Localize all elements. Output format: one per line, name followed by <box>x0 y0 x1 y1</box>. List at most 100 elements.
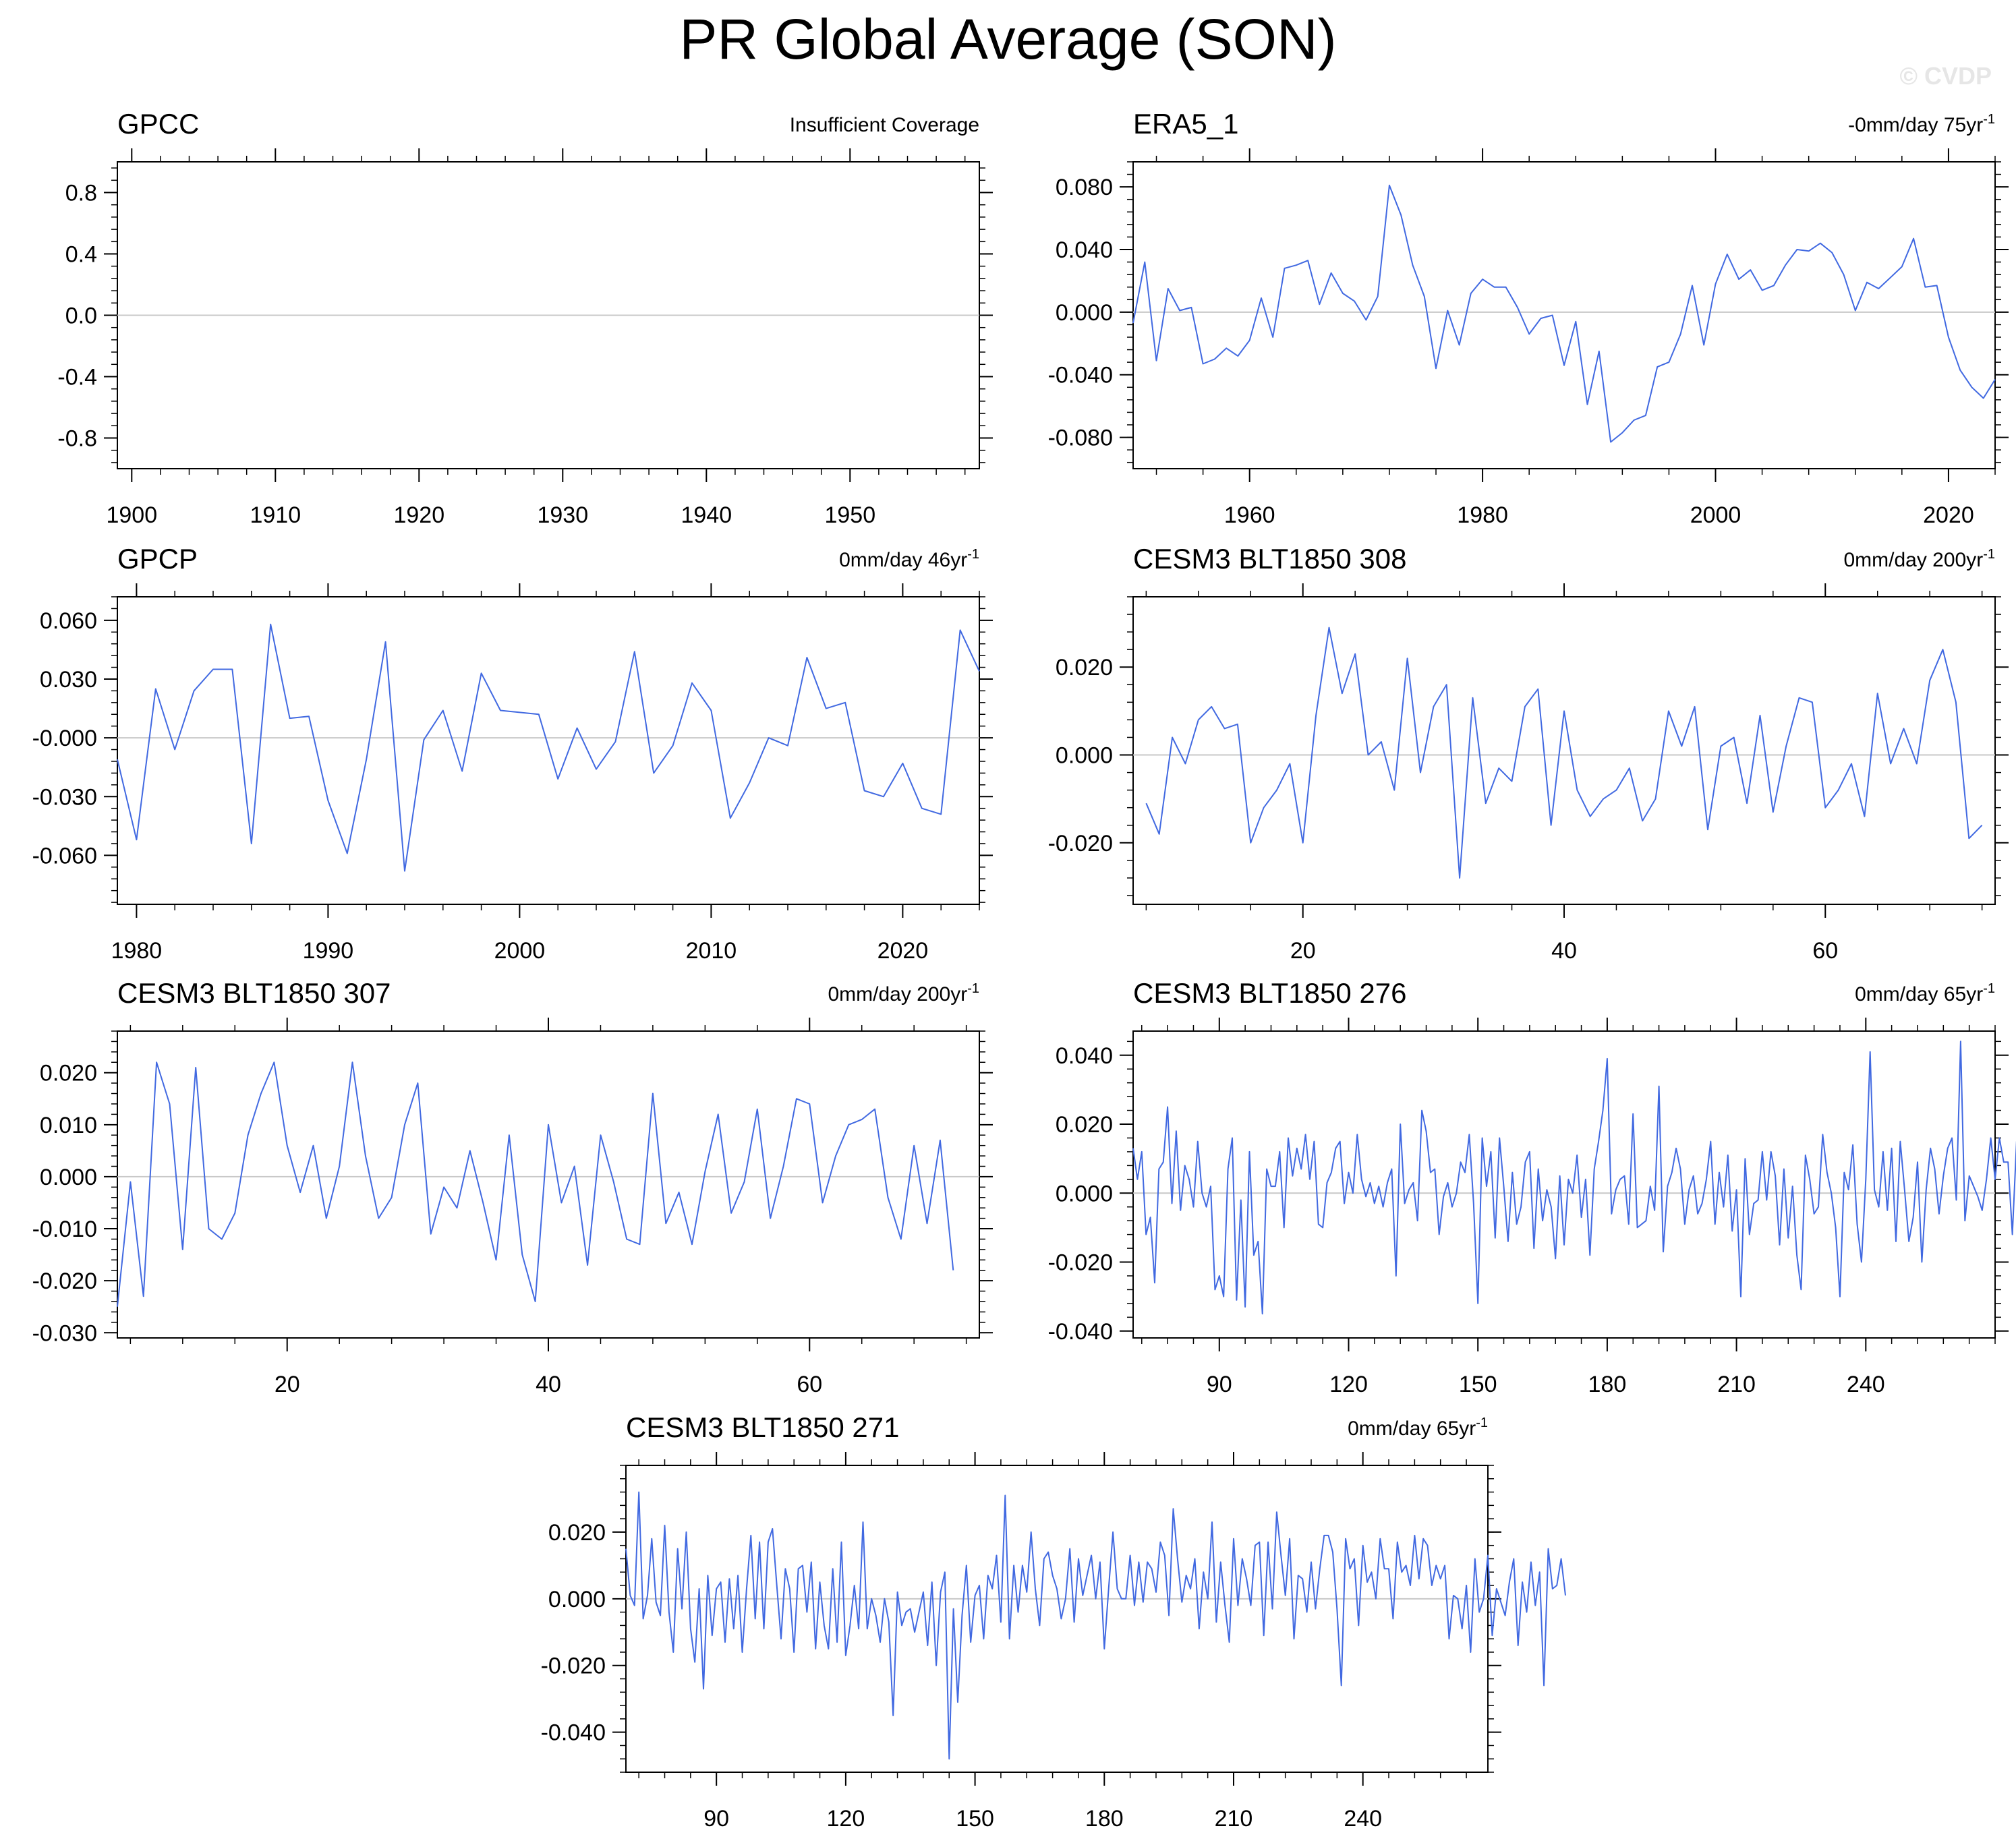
series-line <box>1132 1041 2016 1315</box>
x-tick-label: 2010 <box>686 938 737 964</box>
y-tick-label: 0.000 <box>548 1587 606 1612</box>
panel-title: GPCC <box>117 108 199 140</box>
y-tick-label: 0.000 <box>1056 743 1113 769</box>
x-tick-label: 60 <box>797 1372 822 1397</box>
y-tick-label: 0.8 <box>65 181 97 206</box>
panel-subtitle: 0mm/day 200yr-1 <box>828 981 979 1005</box>
y-tick-label: -0.010 <box>32 1217 97 1242</box>
x-tick-label: 1940 <box>681 502 732 528</box>
y-tick-label: 0.040 <box>1056 1043 1113 1069</box>
x-tick-label: 20 <box>275 1372 300 1397</box>
x-tick-label: 1920 <box>393 502 444 528</box>
y-tick-label: 0.0 <box>65 303 97 329</box>
x-tick-label: 40 <box>536 1372 561 1397</box>
y-tick-label: 0.080 <box>1056 175 1113 200</box>
panel-gpcp: 0.060 0.030 -0.000 -0.030 -0.060 1980 1990 2000… <box>32 543 993 964</box>
x-tick-label: 1980 <box>111 938 163 964</box>
plot-frame <box>117 596 980 905</box>
panel-cesm3-blt1850-271: 0.020 0.000 -0.020 -0.040 90 120 150 180 210 240 C… <box>541 1411 1566 1832</box>
watermark: © CVDP <box>1899 62 1992 90</box>
x-tick-label: 2000 <box>1690 502 1741 528</box>
y-tick-label: -0.030 <box>32 784 97 810</box>
x-tick-label: 150 <box>956 1806 994 1832</box>
y-tick-label: 0.020 <box>548 1520 606 1546</box>
panel-title: CESM3 BLT1850 271 <box>626 1411 899 1443</box>
x-tick-label: 40 <box>1551 938 1577 964</box>
y-tick-label: 0.4 <box>65 242 97 268</box>
series-line <box>117 1061 954 1307</box>
x-tick-label: 1950 <box>824 502 875 528</box>
x-tick-label: 240 <box>1344 1806 1382 1832</box>
y-tick-label: -0.040 <box>1048 363 1113 388</box>
panel-subtitle: -0mm/day 75yr-1 <box>1848 112 1995 136</box>
plot-frame <box>1132 1030 1996 1339</box>
series-line <box>1145 626 1983 879</box>
series-line <box>117 623 980 872</box>
y-tick-label: -0.4 <box>57 365 97 390</box>
x-tick-label: 20 <box>1290 938 1316 964</box>
y-tick-label: -0.030 <box>32 1320 97 1346</box>
y-tick-label: 0.010 <box>40 1113 97 1138</box>
x-tick-label: 1900 <box>106 502 157 528</box>
panel-era5-1: 0.080 0.040 0.000 -0.040 -0.080 1960 1980 2000 2… <box>1048 108 2009 528</box>
x-tick-label: 60 <box>1812 938 1838 964</box>
panel-title: CESM3 BLT1850 276 <box>1133 977 1406 1009</box>
y-tick-label: 0.000 <box>1056 1181 1113 1206</box>
y-tick-label: -0.020 <box>541 1654 606 1679</box>
panel-subtitle: 0mm/day 65yr-1 <box>1348 1415 1488 1440</box>
plot-frame <box>1132 596 1996 905</box>
y-tick-label: -0.020 <box>1048 831 1113 856</box>
y-tick-label: 0.000 <box>40 1165 97 1190</box>
plot-frame <box>117 1030 980 1339</box>
y-tick-label: -0.060 <box>32 843 97 869</box>
y-tick-label: 0.020 <box>1056 1112 1113 1138</box>
x-tick-label: 1980 <box>1457 502 1508 528</box>
panel-title: GPCP <box>117 543 198 575</box>
plot-frame <box>625 1465 1489 1773</box>
x-tick-label: 180 <box>1085 1806 1124 1832</box>
figure-title: PR Global Average (SON) <box>679 7 1337 71</box>
panel-cesm3-blt1850-276: 0.040 0.020 0.000 -0.020 -0.040 90 120 150 180 21… <box>1048 977 2016 1397</box>
y-tick-label: 0.020 <box>1056 655 1113 680</box>
plot-frame <box>1132 161 1996 469</box>
panel-subtitle: 0mm/day 200yr-1 <box>1843 547 1995 571</box>
x-tick-label: 180 <box>1588 1372 1627 1397</box>
y-tick-label: -0.8 <box>57 426 97 452</box>
y-tick-label: 0.020 <box>40 1061 97 1086</box>
x-tick-label: 90 <box>1207 1372 1232 1397</box>
panel-title: CESM3 BLT1850 307 <box>117 977 391 1009</box>
series-line <box>1132 184 1996 443</box>
panel-subtitle: Insufficient Coverage <box>790 114 979 136</box>
y-tick-label: 0.030 <box>40 667 97 693</box>
x-tick-label: 150 <box>1459 1372 1497 1397</box>
y-tick-label: -0.040 <box>1048 1319 1113 1345</box>
y-tick-label: -0.020 <box>32 1268 97 1294</box>
series-line <box>625 1491 1566 1760</box>
x-tick-label: 1910 <box>250 502 301 528</box>
x-tick-label: 210 <box>1215 1806 1253 1832</box>
panel-cesm3-blt1850-308: 0.020 0.000 -0.020 20 40 60 CESM3 BLT1850 308 0… <box>1048 543 2009 964</box>
panel-cesm3-blt1850-307: 0.020 0.010 0.000 -0.010 -0.020 -0.030 20 40 60 C… <box>32 977 993 1397</box>
y-tick-label: 0.040 <box>1056 237 1113 263</box>
x-tick-label: 1930 <box>537 502 588 528</box>
x-tick-label: 2020 <box>1923 502 1974 528</box>
x-tick-label: 240 <box>1847 1372 1885 1397</box>
panel-subtitle: 0mm/day 65yr-1 <box>1855 981 1995 1005</box>
panel-gpcc: 0.8 0.4 0.0 -0.4 -0.8 1900 1910 1920 1930 1940 195… <box>57 108 993 528</box>
y-tick-label: -0.020 <box>1048 1250 1113 1276</box>
y-tick-label: 0.000 <box>1056 300 1113 326</box>
y-tick-label: -0.000 <box>32 726 97 751</box>
x-tick-label: 210 <box>1717 1372 1756 1397</box>
y-tick-label: 0.060 <box>40 608 97 634</box>
x-tick-label: 1990 <box>303 938 354 964</box>
panel-subtitle: 0mm/day 46yr-1 <box>839 547 979 571</box>
x-tick-label: 2020 <box>877 938 929 964</box>
panel-title: ERA5_1 <box>1133 108 1238 140</box>
x-tick-label: 1960 <box>1224 502 1275 528</box>
x-tick-label: 120 <box>1329 1372 1368 1397</box>
y-tick-label: -0.080 <box>1048 426 1113 451</box>
x-tick-label: 120 <box>827 1806 865 1832</box>
x-tick-label: 90 <box>703 1806 729 1832</box>
